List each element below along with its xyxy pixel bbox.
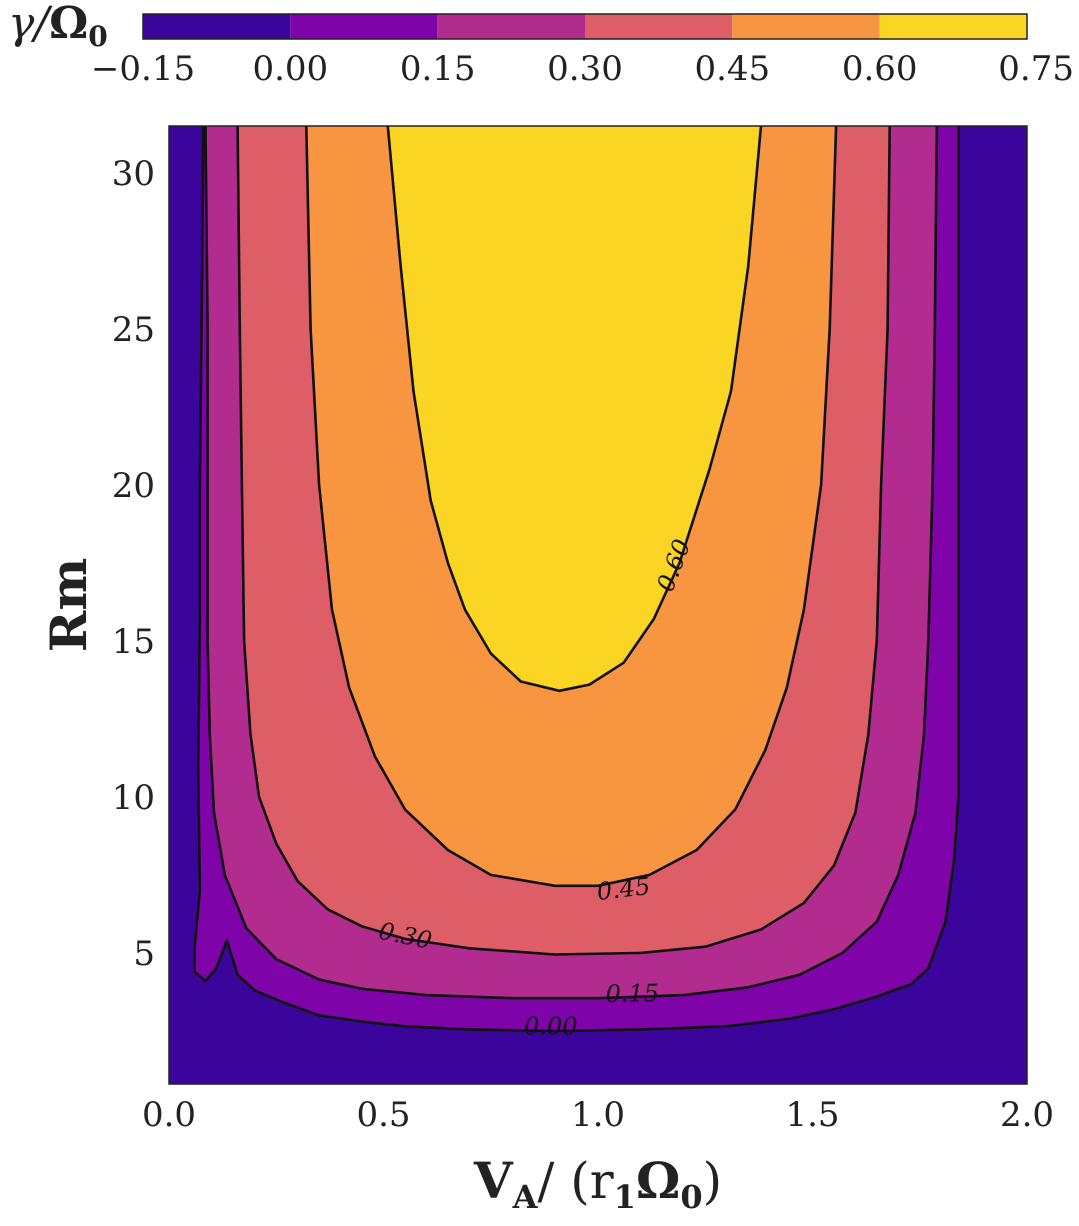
x-axis-tick-labels: 0.0 0.5 1.0 1.5 2.0 <box>142 1095 1054 1135</box>
colorbar-tick-label: 0.60 <box>842 49 918 89</box>
y-tick-label: 10 <box>112 778 155 818</box>
colorbar <box>142 13 1028 40</box>
colorbar-tick-labels: −0.15 0.00 0.15 0.30 0.45 0.60 0.75 <box>91 49 1074 89</box>
colorbar-segment <box>290 14 438 39</box>
contour-fill-0.6 <box>387 126 761 691</box>
y-axis-tick-labels: 5 10 15 20 25 30 <box>112 154 155 974</box>
colorbar-tick-label: 0.75 <box>998 49 1074 89</box>
colorbar-segment <box>143 14 291 39</box>
colorbar-segment <box>585 14 733 39</box>
colorbar-tick-label: 0.00 <box>252 49 328 89</box>
colorbar-tick-label: −0.15 <box>91 49 195 89</box>
contour-lines <box>193 126 960 1033</box>
contour-label-0.45: 0.45 <box>595 872 651 906</box>
y-tick-label: 25 <box>112 310 155 350</box>
x-tick-label: 1.5 <box>785 1095 839 1135</box>
x-tick-label: 0.5 <box>356 1095 410 1135</box>
contour-line-0.6 <box>386 126 763 693</box>
y-tick-label: 30 <box>112 154 155 194</box>
colorbar-segment <box>879 14 1027 39</box>
x-tick-label: 0.0 <box>142 1095 196 1135</box>
colorbar-tick-label: 0.45 <box>694 49 770 89</box>
colorbar-segment <box>732 14 880 39</box>
contour-label-text: 0.00 <box>524 1012 577 1040</box>
colorbar-tick-label: 0.30 <box>547 49 623 89</box>
contour-line-0 <box>193 126 960 1033</box>
plot-frame <box>168 125 1028 1085</box>
contour-label-0.15: 0.15 <box>605 979 659 1008</box>
x-tick-label: 2.0 <box>1000 1095 1054 1135</box>
y-tick-label: 15 <box>112 622 155 662</box>
colorbar-segment <box>437 14 585 39</box>
contour-fills <box>194 126 959 1031</box>
contour-line-0.45 <box>305 126 838 888</box>
contour-line-0.3 <box>236 126 891 956</box>
colorbar-title: γ/Ω0 <box>8 0 108 53</box>
y-tick-label: 20 <box>112 466 155 506</box>
y-tick-label: 5 <box>133 934 155 974</box>
x-axis-title: VA/ (r1Ω0) <box>473 1151 722 1216</box>
colorbar-tick-label: 0.15 <box>400 49 476 89</box>
contour-label-0.00: 0.00 <box>524 1012 577 1040</box>
contour-label-text: 0.15 <box>605 979 659 1008</box>
contour-line-0.15 <box>204 126 939 1000</box>
x-tick-label: 1.0 <box>571 1095 625 1135</box>
colorbar-frame <box>142 13 1028 40</box>
y-axis-title: Rm <box>39 558 98 652</box>
contour-label-text: 0.45 <box>595 872 651 906</box>
plot-area: 0.000.150.300.450.60 <box>169 126 1027 1084</box>
